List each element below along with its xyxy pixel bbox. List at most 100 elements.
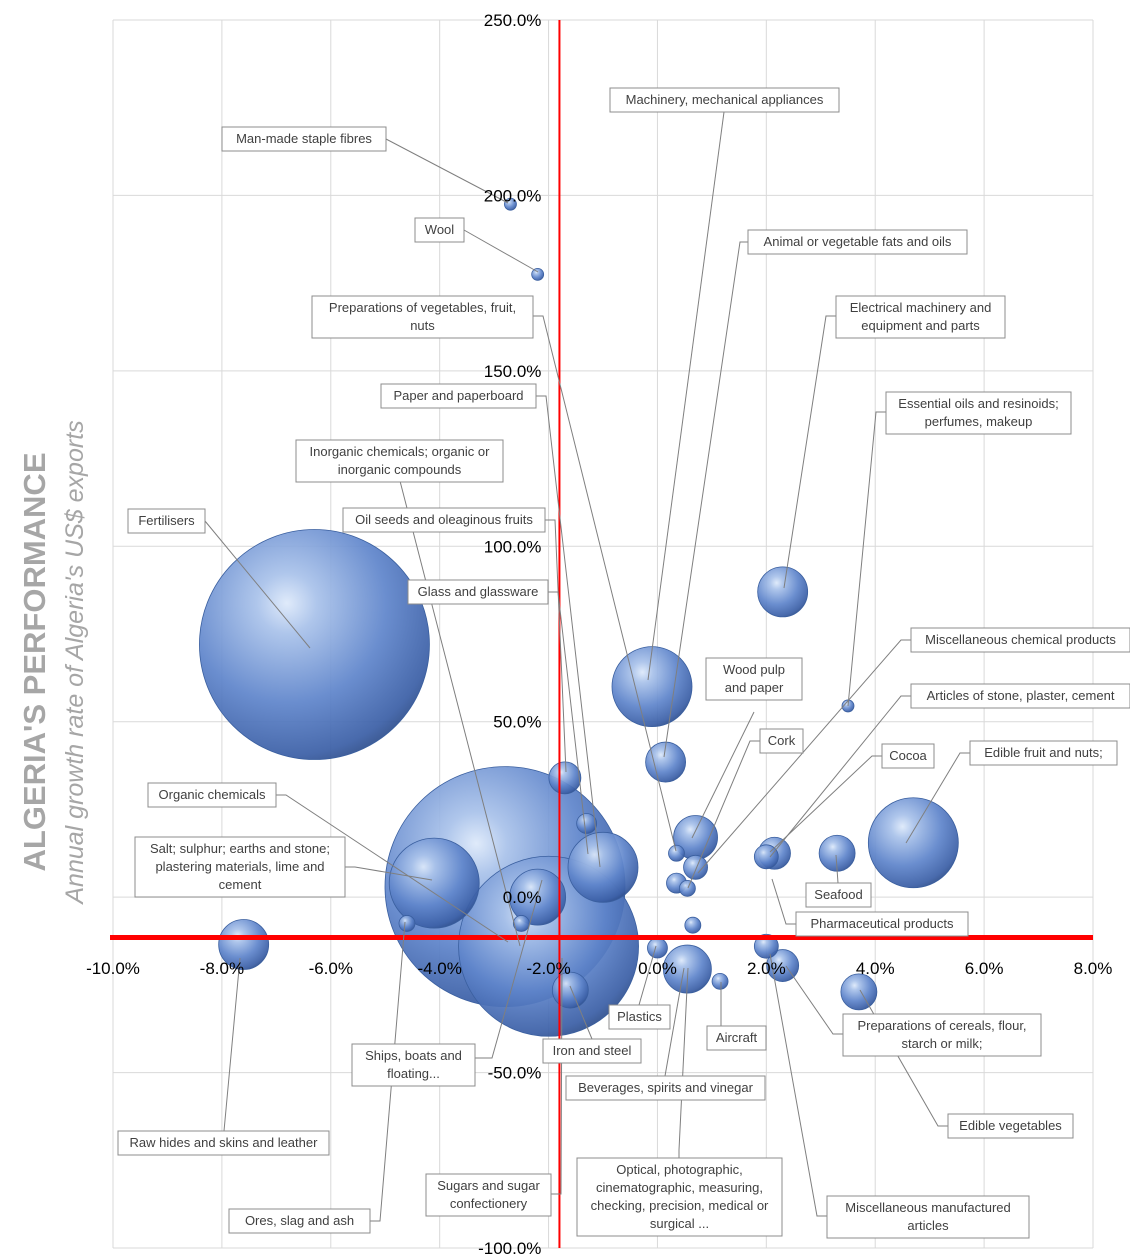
callout-label: Aircraft [716, 1030, 758, 1045]
callout-label: Preparations of vegetables, fruit, [329, 300, 516, 315]
callout-box [295, 439, 504, 483]
callout-box [795, 911, 969, 937]
callout-box [947, 1113, 1074, 1139]
callout-box [805, 882, 872, 908]
x-tick-label: 8.0% [1074, 959, 1113, 978]
callout-label: Wool [425, 222, 454, 237]
leader-line [687, 740, 760, 889]
leader-line [638, 945, 657, 1006]
callout-box [117, 1130, 330, 1156]
callout-label: starch or milk; [902, 1036, 983, 1051]
callout-label: Ores, slag and ash [245, 1213, 354, 1228]
leader-line [769, 755, 882, 853]
bubble [611, 646, 693, 728]
callout-label: equipment and parts [861, 318, 980, 333]
y-tick-label: 50.0% [493, 713, 541, 732]
callout-label: Plastics [617, 1009, 662, 1024]
y-tick-label: -100.0% [478, 1239, 541, 1258]
leader-line [847, 411, 886, 707]
callout-box [127, 508, 206, 534]
bubble [398, 915, 416, 932]
axis-titles: ALGERIA'S PERFORMANCE Annual growth rate… [17, 420, 89, 905]
leader-line [463, 229, 539, 273]
callout-box [705, 657, 803, 701]
x-tick-label: -4.0% [417, 959, 461, 978]
leader-line [533, 315, 677, 852]
y-axis-subtitle: Annual growth rate of Algeria's US$ expo… [61, 420, 89, 905]
callout-box [414, 217, 465, 243]
callout-label: Electrical machinery and [850, 300, 992, 315]
bubble [647, 937, 668, 959]
callout-label: Oil seeds and oleaginous fruits [355, 512, 533, 527]
leader-line [276, 794, 509, 943]
y-tick-label: -50.0% [488, 1064, 542, 1083]
leader-line [399, 480, 521, 947]
callout-box [608, 1004, 671, 1030]
callout-box [881, 743, 935, 769]
x-tick-label: 6.0% [965, 959, 1004, 978]
leader-line [835, 854, 839, 884]
callout-label: Essential oils and resinoids; [898, 396, 1058, 411]
callout-label: Wood pulp [723, 662, 785, 677]
callout-label: articles [907, 1218, 949, 1233]
x-tick-label: -8.0% [200, 959, 244, 978]
y-axis-title: ALGERIA'S PERFORMANCE [17, 453, 52, 872]
callout-label: and paper [725, 680, 784, 695]
bubble [668, 844, 685, 862]
callout-label: Animal or vegetable fats and oils [764, 234, 952, 249]
x-tick-label: 2.0% [747, 959, 786, 978]
callout-label: Raw hides and skins and leather [130, 1135, 319, 1150]
bubble [684, 916, 702, 934]
callout-box [826, 1195, 1030, 1239]
callout-box [542, 1038, 642, 1064]
callout-label: Cocoa [889, 748, 927, 763]
callout-label: Inorganic chemicals; organic or [310, 444, 491, 459]
x-tick-label: -10.0% [86, 959, 140, 978]
y-tick-label: 200.0% [484, 186, 542, 205]
callout-label: checking, precision, medical or [591, 1198, 769, 1213]
callout-label: Glass and glassware [418, 584, 539, 599]
callout-label: Edible vegetables [959, 1118, 1062, 1133]
callout-label: Miscellaneous manufactured [845, 1200, 1010, 1215]
callout-label: Salt; sulphur; earths and stone; [150, 841, 330, 856]
leader-line [769, 695, 911, 858]
callout-label: cinematographic, measuring, [596, 1180, 763, 1195]
leader-line [551, 957, 563, 1195]
leader-line [475, 879, 543, 1059]
callout-label: Paper and paperboard [393, 388, 523, 403]
callout-label: confectionery [450, 1196, 528, 1211]
callout-label: Machinery, mechanical appliances [626, 92, 824, 107]
callout-box [910, 627, 1130, 653]
callout-label: floating... [387, 1066, 440, 1081]
x-tick-label: 4.0% [856, 959, 895, 978]
bubble [388, 837, 480, 929]
x-tick-label: -2.0% [526, 959, 570, 978]
callout-label: Organic chemicals [159, 787, 266, 802]
leader-line [691, 711, 755, 839]
bubble [662, 944, 712, 994]
x-tick-label: 0.0% [638, 959, 677, 978]
leader-line [370, 921, 406, 1222]
leader-line [905, 752, 970, 844]
leader-line [545, 519, 567, 773]
leader-lines [204, 111, 970, 1222]
callout-label: Fertilisers [138, 513, 195, 528]
callout-label: inorganic compounds [338, 462, 462, 477]
y-tick-label: 150.0% [484, 362, 542, 381]
callout-box [147, 782, 277, 808]
leader-line [385, 138, 509, 204]
leader-line [204, 520, 311, 649]
leader-line [569, 985, 593, 1040]
bubble [757, 566, 809, 618]
callout-label: Cork [768, 733, 796, 748]
y-tick-label: 250.0% [484, 11, 542, 30]
bubble [576, 813, 598, 834]
callout-box [835, 295, 1006, 339]
callout-label: surgical ... [650, 1216, 709, 1231]
callout-label: Miscellaneous chemical products [925, 632, 1116, 647]
bubble [567, 831, 639, 903]
leader-line [859, 989, 948, 1127]
callout-label: Beverages, spirits and vinegar [578, 1080, 754, 1095]
callout-box [380, 383, 537, 409]
